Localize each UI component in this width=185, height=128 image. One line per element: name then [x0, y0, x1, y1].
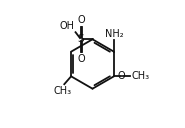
- Text: O: O: [77, 15, 85, 25]
- Text: O: O: [77, 54, 85, 64]
- Text: OH: OH: [60, 21, 75, 31]
- Text: O: O: [118, 71, 126, 81]
- Text: NH₂: NH₂: [105, 29, 123, 39]
- Text: CH₃: CH₃: [54, 86, 72, 96]
- Text: CH₃: CH₃: [132, 71, 150, 81]
- Text: S: S: [78, 34, 84, 44]
